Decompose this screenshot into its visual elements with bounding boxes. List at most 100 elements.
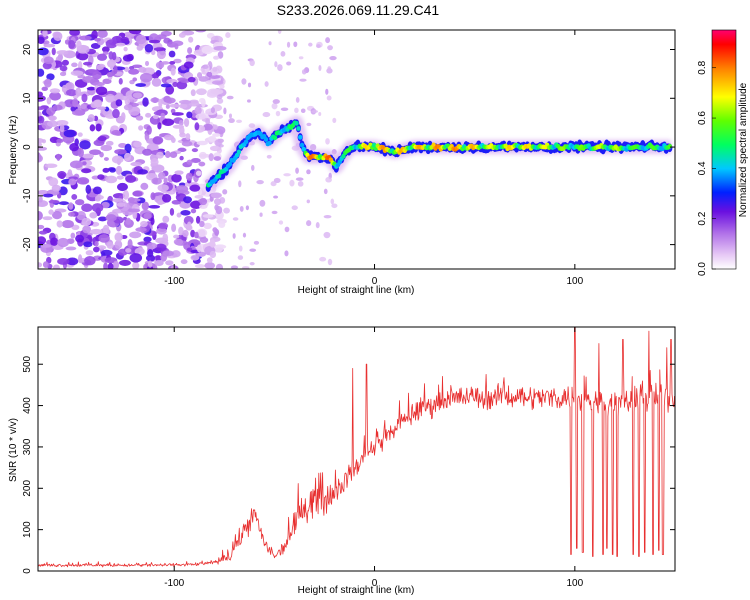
noise-blob xyxy=(82,75,95,83)
noise-blob xyxy=(43,43,56,48)
noise-blob xyxy=(68,178,77,186)
noise-blob xyxy=(158,222,169,230)
noise-blob xyxy=(242,266,250,269)
spectrogram-marks xyxy=(38,30,673,269)
noise-blob xyxy=(50,237,59,246)
noise-blob xyxy=(297,181,304,187)
noise-blob xyxy=(183,215,194,225)
noise-blob xyxy=(87,114,95,122)
noise-blob xyxy=(115,165,123,176)
noise-blob xyxy=(141,201,150,211)
noise-blob xyxy=(169,207,175,216)
noise-blob xyxy=(49,91,61,101)
noise-blob xyxy=(116,202,126,207)
noise-blob xyxy=(66,257,79,266)
noise-blob xyxy=(195,30,207,33)
y-axis-label: Frequency (Hz) xyxy=(8,116,19,185)
noise-blob xyxy=(154,255,162,262)
noise-blob xyxy=(169,103,181,108)
noise-blob xyxy=(218,220,226,229)
noise-blob xyxy=(56,153,61,161)
noise-blob xyxy=(272,99,280,104)
plot-frame xyxy=(37,326,676,572)
noise-blob xyxy=(118,142,127,148)
noise-blob xyxy=(266,154,272,159)
noise-blob xyxy=(152,114,159,119)
noise-blob xyxy=(291,205,298,211)
noise-blob xyxy=(80,103,87,110)
noise-blob xyxy=(161,193,172,203)
noise-blob xyxy=(42,216,53,221)
noise-cloud xyxy=(38,30,338,269)
noise-blob xyxy=(174,43,179,50)
noise-blob xyxy=(151,77,162,87)
ridge-core xyxy=(236,149,242,155)
noise-blob xyxy=(90,43,101,50)
noise-blob xyxy=(190,208,197,214)
noise-blob xyxy=(125,248,132,253)
y-tick-label: 400 xyxy=(22,397,33,414)
noise-blob xyxy=(188,36,194,43)
noise-blob xyxy=(222,189,228,195)
noise-blob xyxy=(171,112,184,116)
noise-blob xyxy=(59,65,68,72)
noise-blob xyxy=(38,262,43,268)
noise-blob xyxy=(262,112,271,118)
noise-blob xyxy=(198,220,205,228)
noise-blob xyxy=(56,220,63,228)
noise-blob xyxy=(325,138,330,145)
noise-blob xyxy=(295,96,300,103)
noise-blob xyxy=(138,125,144,131)
noise-blob xyxy=(124,143,132,153)
noise-blob xyxy=(214,204,219,211)
noise-blob xyxy=(103,157,109,161)
noise-blob xyxy=(226,95,234,100)
noise-blob xyxy=(93,139,105,147)
noise-blob xyxy=(144,43,154,53)
noise-blob xyxy=(181,140,193,147)
noise-blob xyxy=(114,149,127,155)
noise-blob xyxy=(170,67,176,76)
noise-blob xyxy=(172,81,179,87)
noise-blob xyxy=(38,138,45,144)
noise-blob xyxy=(97,53,108,61)
noise-blob xyxy=(256,180,264,185)
noise-blob xyxy=(150,217,155,225)
noise-blob xyxy=(208,135,217,142)
noise-blob xyxy=(44,163,58,169)
x-ticks: -100 0 100 xyxy=(164,30,584,287)
noise-blob xyxy=(74,199,85,206)
noise-blob xyxy=(105,175,118,184)
noise-blob xyxy=(100,144,113,152)
y-tick-label: 500 xyxy=(22,355,33,372)
y-tick-label: -10 xyxy=(22,188,33,203)
noise-blob xyxy=(52,104,63,111)
noise-blob xyxy=(55,120,69,126)
noise-blob xyxy=(186,247,193,252)
spectral-ridge xyxy=(203,115,673,193)
noise-blob xyxy=(318,111,322,116)
noise-blob xyxy=(150,97,160,103)
noise-blob xyxy=(248,123,256,128)
noise-blob xyxy=(213,244,224,253)
noise-blob xyxy=(108,51,114,60)
noise-blob xyxy=(122,54,134,62)
noise-blob xyxy=(132,64,143,69)
noise-blob xyxy=(171,250,181,258)
noise-blob xyxy=(85,250,94,256)
noise-blob xyxy=(163,177,168,184)
noise-blob xyxy=(223,207,230,214)
noise-blob xyxy=(115,42,126,47)
noise-blob xyxy=(102,167,110,173)
noise-blob xyxy=(129,231,142,239)
noise-blob xyxy=(143,212,152,220)
colorbar-label: Normalized spectral amplitude xyxy=(738,82,749,217)
noise-blob xyxy=(153,47,166,52)
noise-blob xyxy=(97,174,105,180)
noise-blob xyxy=(201,45,214,55)
noise-blob xyxy=(157,122,162,130)
noise-blob xyxy=(57,237,70,248)
noise-blob xyxy=(95,123,102,132)
noise-blob xyxy=(203,222,212,230)
